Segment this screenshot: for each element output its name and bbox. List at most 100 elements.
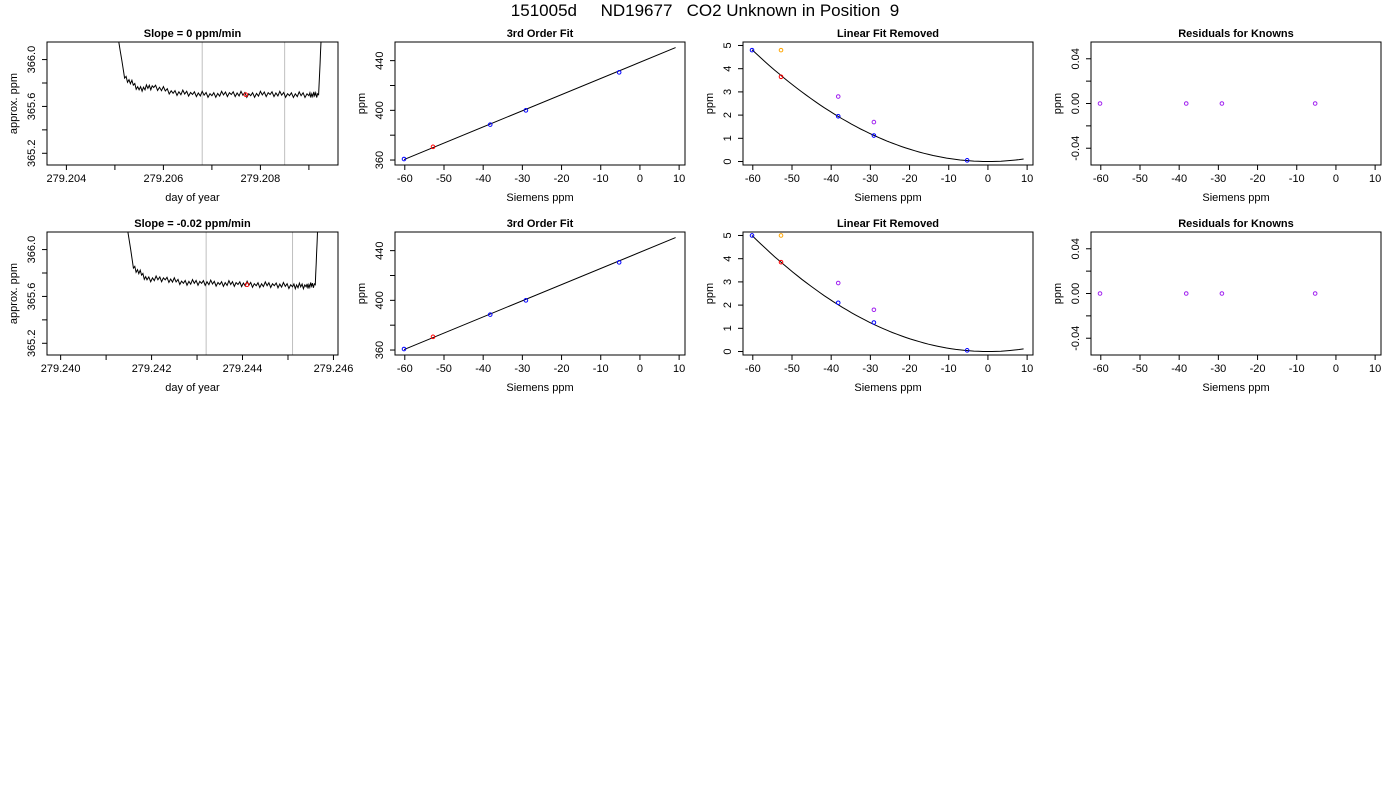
- fit-curve: [751, 49, 1024, 162]
- plot-frame: [1090, 231, 1382, 356]
- residual-point: [1312, 291, 1318, 296]
- x-tick-label: 10: [673, 173, 685, 185]
- x-tick-label: -60: [745, 173, 761, 185]
- x-tick-label: -10: [593, 363, 609, 375]
- x-tick-label: -20: [554, 173, 570, 185]
- fit-curve: [751, 235, 1024, 352]
- x-tick-label: -40: [475, 363, 491, 375]
- x-tick-label: -10: [1289, 173, 1305, 185]
- residual-point: [1097, 101, 1103, 106]
- x-tick-label: -50: [436, 363, 452, 375]
- panel-title: 3rd Order Fit: [507, 28, 574, 40]
- x-tick-label: -30: [1210, 363, 1226, 375]
- known-point: [964, 158, 970, 163]
- data-layer: [749, 47, 1024, 163]
- known-point: [523, 108, 529, 113]
- y-tick-label: -0.04: [1070, 136, 1082, 161]
- x-tick-label: -60: [397, 173, 413, 185]
- plot-frame: [1090, 41, 1382, 166]
- x-tick-label: -30: [1210, 173, 1226, 185]
- y-tick-label: 4: [722, 256, 734, 262]
- x-tick-label: -40: [823, 363, 839, 375]
- panel-1: Slope = 0 ppm/min 279.204 279.206 279.208 36…: [8, 28, 339, 204]
- panel-7: Linear Fit Removed -60 -50 -40 -30 -20 -10 0 10 0…: [704, 218, 1034, 394]
- y-tick-label: 0.00: [1070, 93, 1082, 114]
- x-tick-label: -30: [514, 173, 530, 185]
- x-tick-label: 279.244: [223, 363, 263, 375]
- x-tick-label: -20: [1250, 173, 1266, 185]
- x-axis-label: Siemens ppm: [506, 382, 573, 394]
- x-axis-label: Siemens ppm: [1202, 382, 1269, 394]
- residual-point: [1097, 291, 1103, 296]
- panel-title: Linear Fit Removed: [837, 28, 939, 40]
- y-tick-label: 366.0: [26, 46, 38, 74]
- known-point: [487, 312, 493, 317]
- y-tick-label: 2: [722, 112, 734, 118]
- y-tick-label: -0.04: [1070, 326, 1082, 351]
- purple-point: [835, 94, 841, 99]
- x-tick-label: -50: [436, 173, 452, 185]
- x-tick-label: -50: [784, 363, 800, 375]
- panel-title: Slope = 0 ppm/min: [144, 28, 242, 40]
- y-tick-label: 5: [722, 42, 734, 48]
- data-layer: [1097, 291, 1318, 296]
- y-tick-label: 1: [722, 325, 734, 331]
- known-point: [835, 113, 841, 119]
- highlight-point: [244, 282, 250, 288]
- figure-title: 151005d ND19677 CO2 Unknown in Position …: [510, 1, 900, 20]
- known-point: [616, 70, 622, 75]
- purple-point: [835, 280, 841, 286]
- residual-point: [1219, 101, 1225, 106]
- plot-frame: [742, 41, 1034, 166]
- purple-point: [871, 307, 877, 313]
- x-tick-label: -30: [862, 173, 878, 185]
- y-tick-label: 5: [722, 232, 734, 238]
- y-tick-label: 360: [374, 151, 386, 169]
- panel-2: 3rd Order Fit -60 -50 -40 -30 -20 -10 0 10 360 400…: [356, 28, 686, 204]
- orange-point: [778, 233, 784, 238]
- data-layer: [749, 233, 1024, 353]
- x-tick-label: 279.246: [314, 363, 354, 375]
- fit-line: [403, 47, 676, 160]
- x-axis-label: Siemens ppm: [1202, 192, 1269, 204]
- known-point: [487, 122, 493, 127]
- panel-8: Residuals for Knowns -60 -50 -40 -30 -20 -10 0 1…: [1052, 218, 1382, 394]
- y-tick-label: 1: [722, 135, 734, 141]
- x-tick-label: 0: [985, 173, 991, 185]
- residual-point: [1219, 291, 1225, 296]
- x-tick-label: -50: [1132, 173, 1148, 185]
- y-tick-label: 0.00: [1070, 283, 1082, 304]
- orange-point: [778, 47, 784, 53]
- y-tick-label: 4: [722, 66, 734, 72]
- x-tick-label: -60: [1093, 363, 1109, 375]
- data-layer: [118, 42, 322, 165]
- y-axis-label: ppm: [1052, 283, 1064, 304]
- panel-4: Residuals for Knowns -60 -50 -40 -30 -20 -10 0 1…: [1052, 28, 1382, 204]
- panel-6: 3rd Order Fit -60 -50 -40 -30 -20 -10 0 10 360 400…: [356, 218, 686, 394]
- y-axis-label: ppm: [1052, 93, 1064, 114]
- known-point: [616, 260, 622, 265]
- y-axis-label: ppm: [704, 283, 716, 304]
- series-line: [127, 232, 319, 291]
- x-tick-label: -20: [1250, 363, 1266, 375]
- y-tick-label: 2: [722, 302, 734, 308]
- x-tick-label: -20: [902, 363, 918, 375]
- x-tick-label: -30: [514, 363, 530, 375]
- panel-title: Residuals for Knowns: [1178, 218, 1294, 230]
- x-tick-label: 0: [637, 173, 643, 185]
- y-tick-label: 0: [722, 158, 734, 164]
- y-tick-label: 400: [374, 101, 386, 119]
- known-point: [401, 156, 407, 162]
- y-tick-label: 440: [374, 241, 386, 259]
- data-layer: [401, 237, 676, 352]
- x-tick-label: 0: [985, 363, 991, 375]
- x-axis-label: day of year: [165, 382, 220, 394]
- plot-frame: [742, 231, 1034, 356]
- residual-point: [1183, 291, 1189, 296]
- y-axis-label: ppm: [356, 283, 368, 304]
- data-layer: [401, 47, 676, 162]
- x-axis-label: day of year: [165, 192, 220, 204]
- y-tick-label: 400: [374, 291, 386, 309]
- panel-5: Slope = -0.02 ppm/min 279.240 279.242 279.2…: [8, 218, 354, 394]
